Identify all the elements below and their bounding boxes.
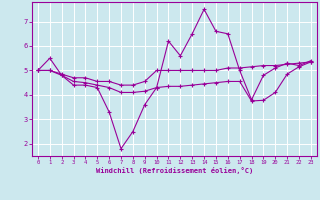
X-axis label: Windchill (Refroidissement éolien,°C): Windchill (Refroidissement éolien,°C) [96, 167, 253, 174]
